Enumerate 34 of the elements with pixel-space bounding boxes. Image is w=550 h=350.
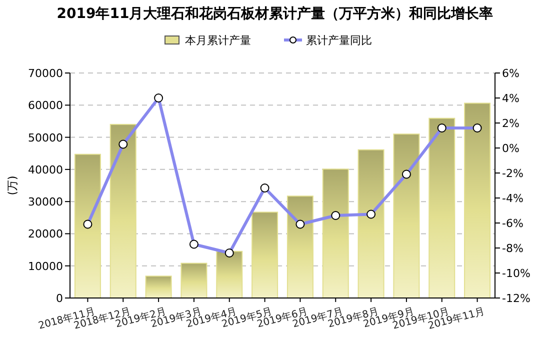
legend-label: 累计产量同比 xyxy=(306,34,372,47)
y-tick-label: 70000 xyxy=(28,67,63,80)
y-tick-label: 20000 xyxy=(28,228,63,241)
chart-title: 2019年11月大理石和花岗石板材累计产量（万平方米）和同比增长率 xyxy=(56,5,494,22)
legend-label: 本月累计产量 xyxy=(185,34,251,47)
y2-tick-label: 0% xyxy=(502,142,520,155)
y-tick-label: 40000 xyxy=(28,163,63,176)
y-tick-label: 60000 xyxy=(28,99,63,112)
bar xyxy=(252,212,278,298)
y2-tick-label: -10% xyxy=(502,267,530,280)
y2-tick-label: -2% xyxy=(502,167,524,180)
bar xyxy=(286,196,314,298)
y-axis-title: (万) xyxy=(6,176,19,196)
bar xyxy=(393,134,420,298)
y2-tick-label: 2% xyxy=(502,117,520,130)
y-tick-label: 10000 xyxy=(28,260,63,273)
y-tick-label: 30000 xyxy=(28,196,63,209)
bar xyxy=(428,118,456,298)
y2-tick-label: -12% xyxy=(502,292,530,305)
y-tick-label: 50000 xyxy=(28,131,63,144)
y2-tick-label: -6% xyxy=(502,217,524,230)
bar xyxy=(74,154,101,298)
bar xyxy=(110,124,136,298)
bar xyxy=(216,250,243,298)
y2-tick-label: 4% xyxy=(502,92,520,105)
bar xyxy=(322,168,349,298)
bar xyxy=(145,276,172,298)
y2-tick-label: -4% xyxy=(502,192,524,205)
bar xyxy=(464,102,491,298)
y-tick-label: 0 xyxy=(56,292,63,305)
y2-tick-label: -8% xyxy=(502,242,524,255)
y2-tick-label: 6% xyxy=(502,67,520,80)
bar xyxy=(358,149,384,298)
bar xyxy=(180,262,208,298)
